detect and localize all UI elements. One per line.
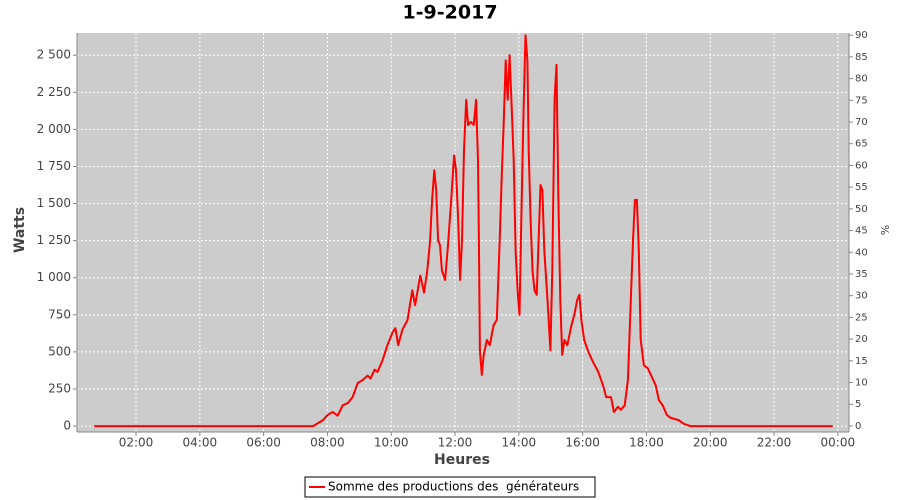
x-tick-label: 02:00 (119, 436, 154, 450)
y2-tick-label: 20 (855, 334, 868, 345)
x-tick-label: 00:00 (821, 436, 856, 450)
x-tick-label: 06:00 (246, 436, 281, 450)
y2-tick-label: 25 (855, 312, 868, 323)
y2-tick-label: 90 (855, 30, 868, 41)
y-tick-label: 1 750 (37, 159, 71, 173)
y-tick-label: 1 500 (37, 196, 71, 210)
legend (304, 476, 596, 498)
x-tick-label: 20:00 (693, 436, 728, 450)
y2-tick-label: 0 (855, 421, 861, 432)
y-tick-label: 0 (63, 419, 71, 433)
y2-tick-label: 10 (855, 378, 868, 389)
line-series (94, 34, 833, 428)
y2-tick-label: 55 (855, 182, 868, 193)
y-tick-label: 500 (48, 344, 71, 358)
y-tick-label: 1 250 (37, 233, 71, 247)
x-tick-label: 10:00 (374, 436, 409, 450)
y2-tick-label: 70 (855, 117, 868, 128)
y-tick-label: 1 000 (37, 270, 71, 284)
y2-tick-label: 40 (855, 247, 868, 258)
y2-axis-label: % (878, 225, 891, 235)
y-tick-label: 2 250 (37, 85, 71, 99)
x-tick-label: 16:00 (565, 436, 600, 450)
chart-title: 1-9-2017 (402, 2, 497, 24)
y2-tick-label: 80 (855, 74, 868, 85)
y2-tick-label: 50 (855, 204, 868, 215)
x-tick-label: 18:00 (629, 436, 664, 450)
x-axis-label: Heures (434, 452, 490, 468)
x-tick-label: 04:00 (183, 436, 218, 450)
y2-tick-label: 45 (855, 226, 868, 237)
y-axis-label: Watts (12, 207, 28, 253)
y-tick-label: 2 000 (37, 122, 71, 136)
y2-tick-label: 60 (855, 160, 868, 171)
y2-tick-label: 30 (855, 291, 868, 302)
y2-tick-label: 15 (855, 356, 868, 367)
y-tick-label: 2 500 (37, 48, 71, 62)
x-tick-label: 08:00 (310, 436, 345, 450)
y-tick-label: 750 (48, 307, 71, 321)
y-tick-label: 250 (48, 381, 71, 395)
y2-tick-label: 35 (855, 269, 868, 280)
x-tick-label: 12:00 (438, 436, 473, 450)
y2-tick-label: 75 (855, 95, 868, 106)
x-tick-label: 22:00 (757, 436, 792, 450)
y2-tick-label: 65 (855, 139, 868, 150)
x-tick-label: 14:00 (502, 436, 537, 450)
y2-tick-label: 85 (855, 52, 868, 63)
y2-tick-label: 5 (855, 399, 861, 410)
legend-label: Somme des productions des générateurs (328, 480, 579, 494)
